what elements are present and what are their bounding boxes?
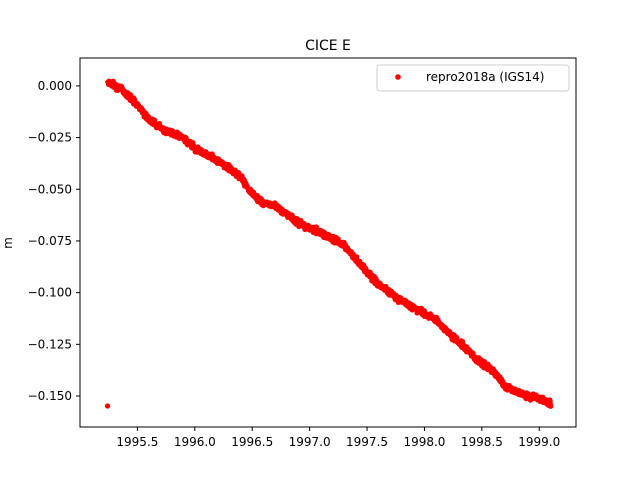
y-tick-label: −0.050 [28,182,72,196]
x-axis-ticks: 1995.5 1996.0 1996.5 1997.0 1997.5 1998.0 1998… [116,427,560,449]
y-tick-label: −0.025 [28,131,72,145]
data-point [548,403,554,409]
y-tick-label: −0.150 [28,389,72,403]
x-tick-label: 1997.0 [289,435,331,449]
plot-frame [79,57,577,428]
x-tick-label: 1998.5 [461,435,503,449]
legend-marker [395,74,401,80]
x-tick-label: 1997.5 [346,435,388,449]
legend: repro2018a (IGS14) [376,64,570,92]
x-tick-label: 1996.0 [174,435,216,449]
data-point [104,403,111,409]
chart-title: CICE E [305,38,351,54]
x-tick-label: 1995.5 [116,435,158,449]
plot-area [104,78,554,409]
y-tick-label: 0.000 [38,79,72,93]
legend-label: repro2018a (IGS14) [426,70,544,84]
x-tick-label: 1999.0 [518,435,560,449]
x-tick-label: 1996.5 [231,435,273,449]
y-tick-label: −0.100 [28,286,72,300]
y-tick-label: −0.125 [28,337,72,351]
y-axis-ticks: 0.000 −0.025 −0.050 −0.075 −0.100 −0.125 −0.15… [28,79,80,403]
y-tick-label: −0.075 [28,234,72,248]
y-axis-label: m [1,237,15,249]
x-tick-label: 1998.0 [403,435,445,449]
legend-box [376,64,570,92]
data-point [460,339,466,345]
